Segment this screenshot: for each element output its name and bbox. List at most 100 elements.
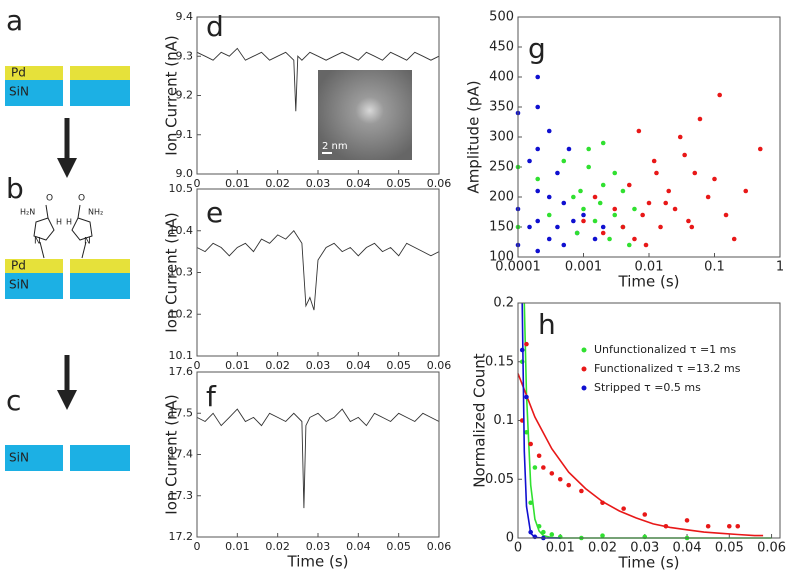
schematic: a Pd SiN b O H₂N N H O NH₂ N H Pd SiN c … <box>5 4 130 471</box>
x-tick-label: 0.001 <box>565 260 602 275</box>
legend-label: Functionalized τ =13.2 ms <box>594 362 741 375</box>
ring <box>33 217 55 241</box>
x-tick-label: 0 <box>194 359 201 372</box>
point <box>555 224 560 230</box>
y-axis-label: Ion Current (nA) <box>163 394 181 514</box>
panel-label: a <box>6 4 23 37</box>
point <box>549 532 555 537</box>
y-tick-label: 9.4 <box>176 10 194 23</box>
point <box>642 512 648 517</box>
point <box>697 116 703 122</box>
y-tick-label: 10.1 <box>169 349 194 362</box>
sin-layer <box>70 273 130 299</box>
x-tick-label: 0.03 <box>630 541 659 556</box>
x-tick-label: 0.02 <box>588 541 617 556</box>
x-axis-label: Time (s) <box>618 554 680 572</box>
point <box>527 224 532 230</box>
sin-layer <box>70 80 130 106</box>
plot-frame <box>196 16 440 175</box>
point <box>519 347 525 353</box>
point <box>723 212 729 218</box>
panel-label: g <box>528 32 546 65</box>
y-tick-label: 350 <box>489 100 514 115</box>
y-tick-label: 10.2 <box>169 307 194 320</box>
y-tick-label: 17.6 <box>169 365 194 378</box>
point <box>600 500 605 506</box>
point <box>561 200 567 206</box>
pd-layer <box>70 66 130 80</box>
x-tick-label: 0.02 <box>265 359 290 372</box>
x-tick-label: 0.0001 <box>495 260 541 275</box>
point <box>705 194 711 200</box>
y-tick-label: 0.05 <box>485 472 514 487</box>
x-tick-label: 0.03 <box>306 540 331 553</box>
pd-label: Pd <box>11 66 26 80</box>
y-axis-label: Amplitude (pA) <box>465 80 483 193</box>
point <box>524 341 529 347</box>
trace <box>196 408 440 509</box>
point <box>581 212 586 218</box>
point <box>607 236 612 242</box>
x-tick-label: 0 <box>194 177 201 190</box>
y-tick-label: 17.4 <box>169 448 194 461</box>
point <box>643 242 649 248</box>
point <box>636 128 642 134</box>
bonds <box>39 204 87 259</box>
pd-layer <box>5 66 63 80</box>
point <box>586 164 591 170</box>
y-tick-label: 0.1 <box>493 413 514 428</box>
pd-layer <box>70 259 130 273</box>
point <box>555 170 560 176</box>
point <box>578 188 583 194</box>
y-tick-label: 150 <box>489 220 514 235</box>
point <box>535 176 541 182</box>
sin-layer <box>5 273 63 299</box>
point <box>600 182 606 188</box>
point <box>620 188 626 194</box>
y-tick-label: 250 <box>489 160 514 175</box>
point <box>677 134 683 140</box>
point <box>571 194 576 200</box>
arrow-head <box>57 390 77 410</box>
point <box>524 429 529 435</box>
sin-label: SiN <box>9 278 29 292</box>
y-axis-label: Ion Current (nA) <box>163 212 181 332</box>
y-axis-label: Normalized Count <box>471 353 489 487</box>
point <box>712 176 717 182</box>
y-tick-label: 17.2 <box>169 530 194 543</box>
x-tick-label: 0 <box>194 540 201 553</box>
panel-label: h <box>538 308 556 341</box>
point <box>528 441 533 447</box>
point <box>663 200 669 206</box>
point <box>682 152 687 158</box>
point <box>620 224 626 230</box>
point <box>579 488 584 494</box>
x-tick-label: 0.02 <box>265 177 290 190</box>
ring <box>71 217 93 241</box>
fit-line <box>523 302 772 539</box>
panel-label: b <box>6 172 24 205</box>
point <box>600 140 606 146</box>
point <box>600 533 605 538</box>
y-tick-label: 200 <box>489 190 514 205</box>
y-tick-label: 9.0 <box>176 167 194 180</box>
point <box>684 518 690 523</box>
x-tick-label: 0.05 <box>715 541 744 556</box>
point <box>535 248 541 254</box>
point <box>527 158 532 164</box>
point <box>566 482 572 488</box>
y-tick-label: 10.4 <box>169 224 194 237</box>
point <box>651 158 657 164</box>
point <box>743 188 749 194</box>
point <box>757 146 763 152</box>
point <box>535 188 541 194</box>
point <box>646 200 652 206</box>
y-tick-label: 500 <box>489 10 514 25</box>
point <box>692 170 698 176</box>
x-axis-label: Time (s) <box>287 553 349 571</box>
plot-frame <box>196 188 440 357</box>
point <box>689 224 695 230</box>
pd-layer <box>5 259 63 273</box>
y-tick-label: 17.5 <box>169 406 194 419</box>
